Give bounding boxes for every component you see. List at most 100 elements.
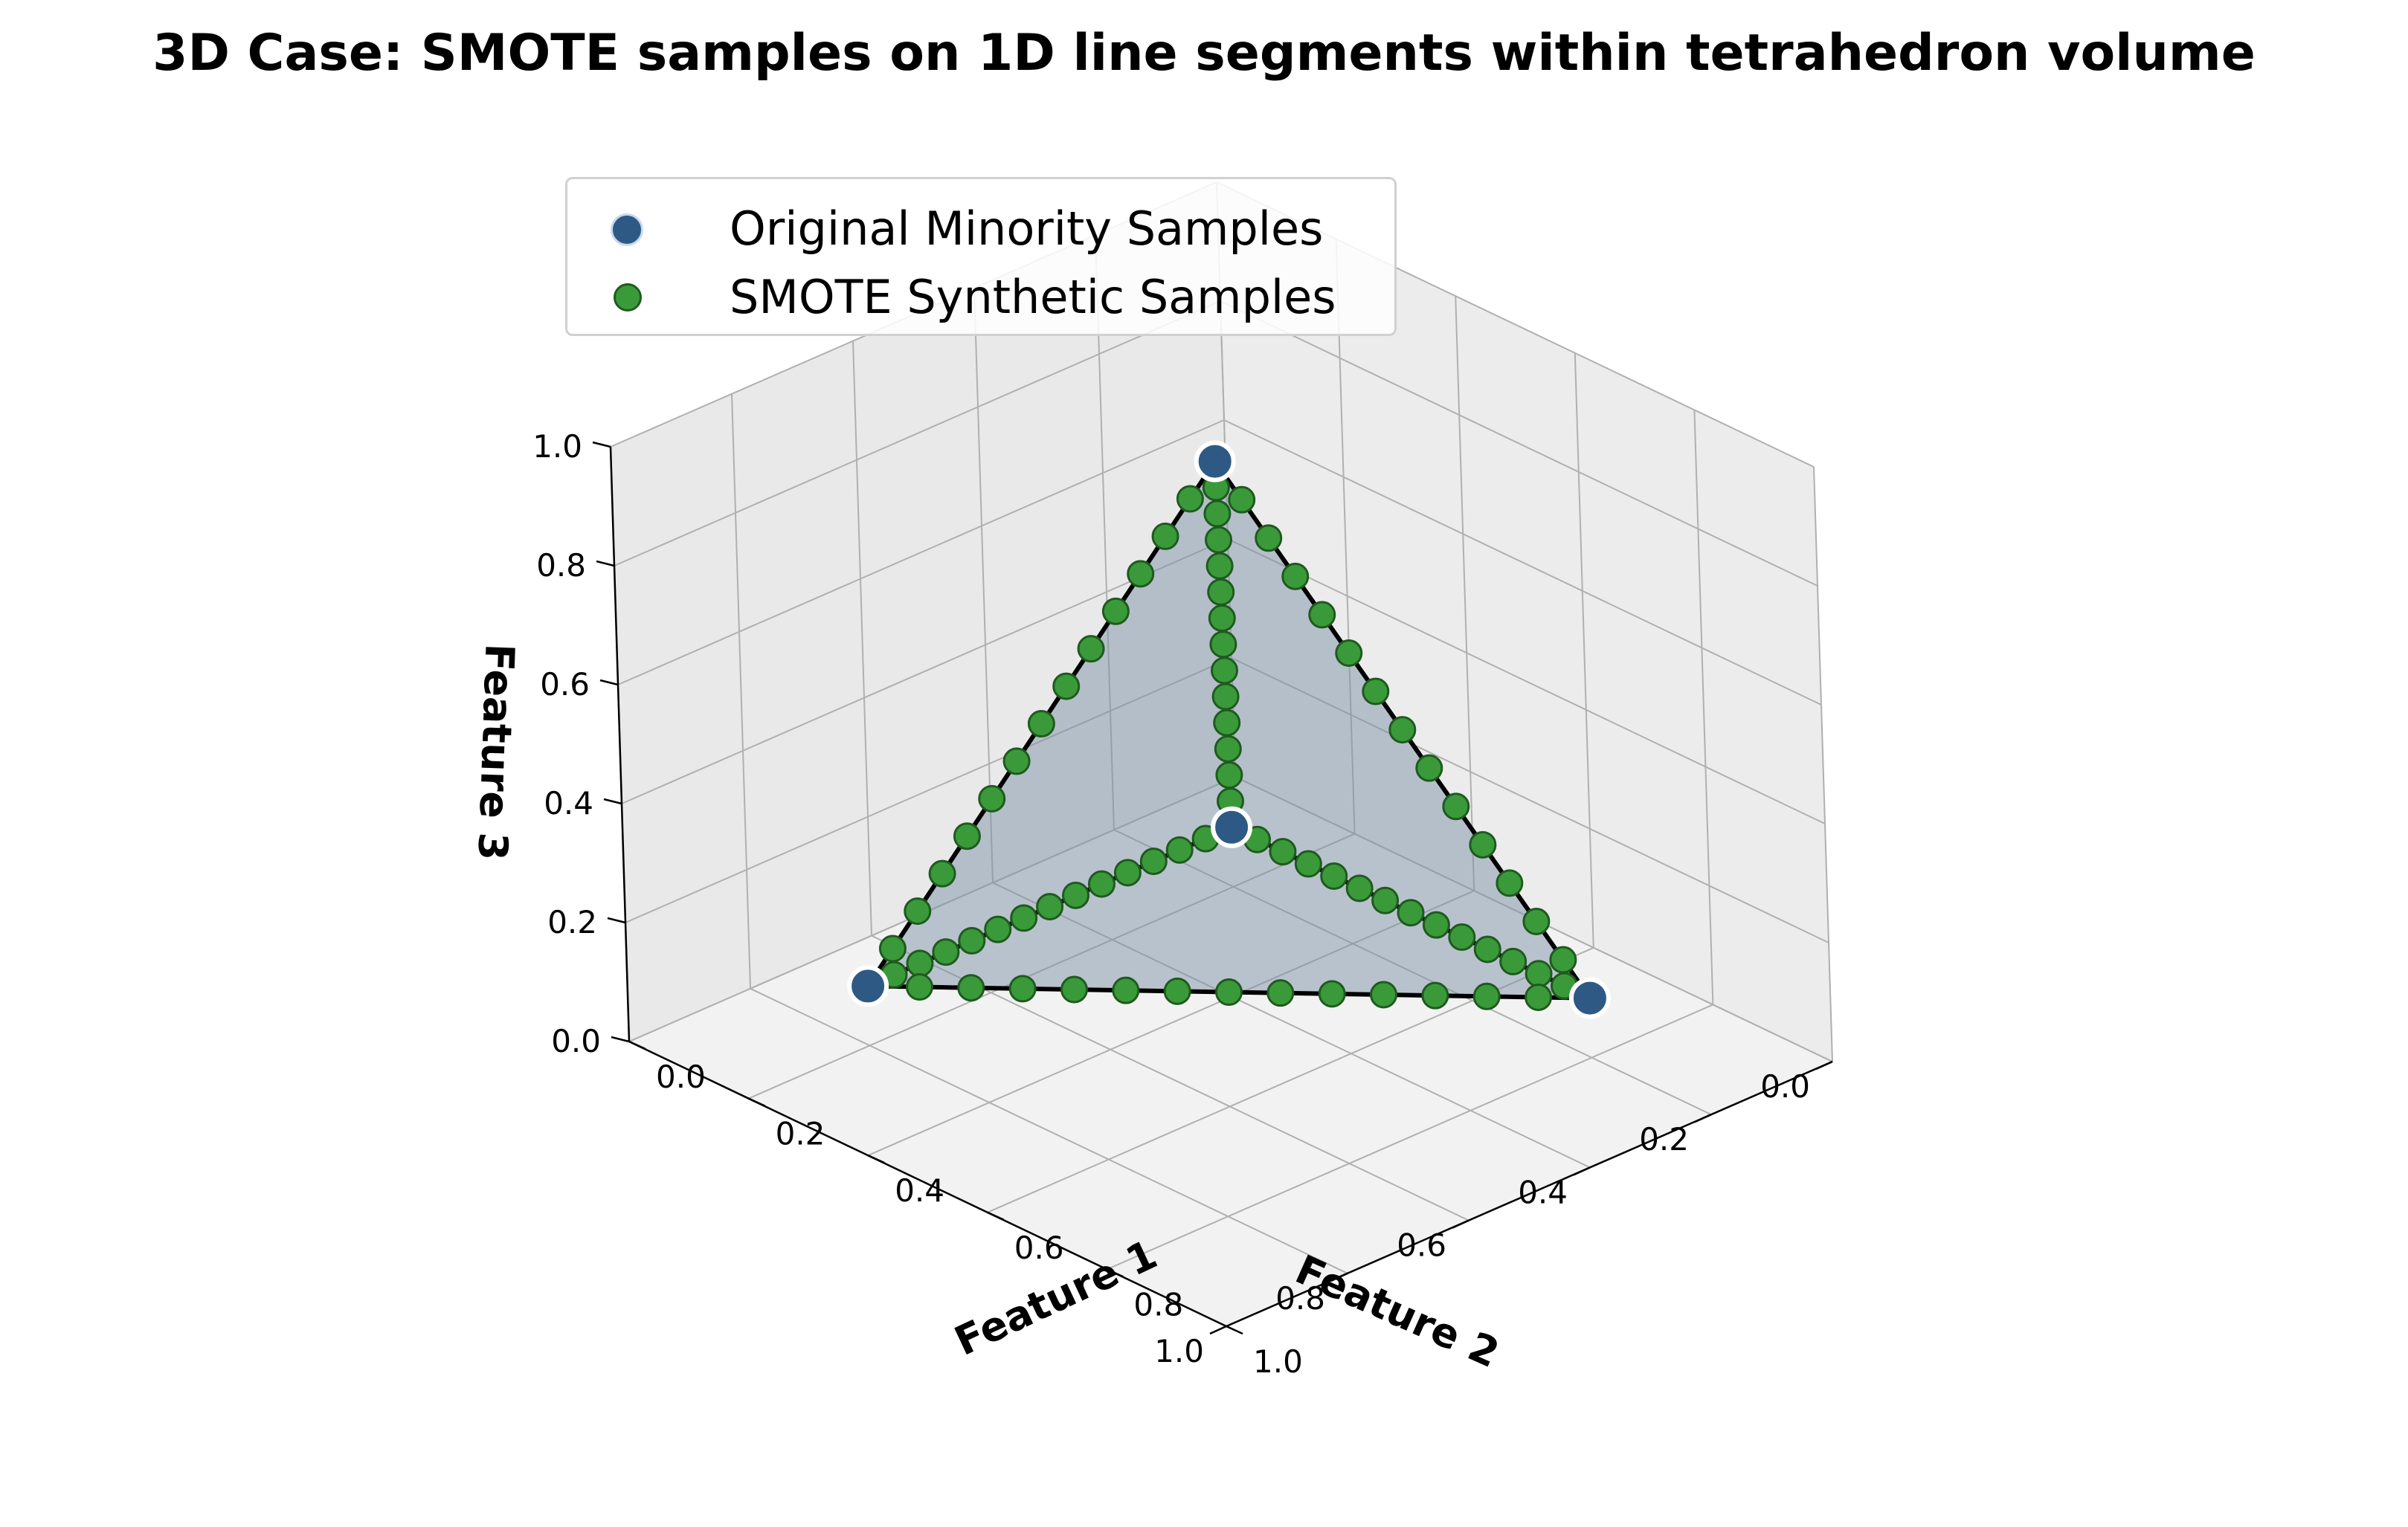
synthetic-sample-point bbox=[1002, 747, 1031, 775]
y-tick bbox=[1330, 1272, 1348, 1282]
z-tick bbox=[611, 1036, 630, 1043]
x-tick bbox=[1106, 1268, 1124, 1278]
synthetic-sample-point bbox=[1522, 907, 1551, 935]
gridline bbox=[750, 987, 1348, 1274]
y-tick bbox=[1573, 1166, 1591, 1176]
z-tick bbox=[592, 441, 611, 448]
synthetic-sample-point bbox=[878, 934, 907, 963]
synthetic-sample-point bbox=[1060, 975, 1088, 1004]
z-tick bbox=[603, 798, 622, 805]
z-tick-label: 0.6 bbox=[540, 666, 590, 703]
synthetic-sample-point bbox=[906, 949, 934, 978]
tetrahedron-face bbox=[868, 827, 1590, 998]
original-sample-point bbox=[1194, 440, 1236, 482]
gridline bbox=[1220, 300, 1818, 587]
synthetic-sample-point bbox=[1151, 522, 1179, 550]
gridline bbox=[628, 776, 1236, 1042]
synthetic-sample-point bbox=[1087, 870, 1116, 898]
x-tick-label: 1.0 bbox=[1253, 1343, 1303, 1380]
synthetic-sample-point bbox=[1318, 980, 1346, 1008]
gridline bbox=[614, 300, 1221, 566]
back-pane-xz bbox=[1217, 182, 1832, 1062]
x-tick-label: 0.6 bbox=[1014, 1230, 1064, 1266]
synthetic-sample-point bbox=[1294, 850, 1322, 878]
gridline bbox=[617, 419, 1225, 685]
gridline bbox=[1106, 1004, 1713, 1271]
synthetic-sample-point bbox=[1496, 869, 1524, 897]
y-tick-label: 0.0 bbox=[1760, 1068, 1810, 1105]
gridline bbox=[1113, 829, 1712, 1116]
x-tick bbox=[987, 1211, 1005, 1221]
synthetic-sample-point bbox=[1036, 893, 1064, 921]
synthetic-sample-point bbox=[1211, 682, 1240, 711]
original-sample-point bbox=[1211, 806, 1253, 848]
synthetic-sample-point bbox=[1008, 975, 1037, 1003]
gridline bbox=[1223, 419, 1822, 706]
legend: Original Minority Samples SMOTE Syntheti… bbox=[565, 177, 1397, 336]
synthetic-sample-point bbox=[1525, 960, 1553, 988]
synthetic-sample-point bbox=[1549, 946, 1577, 974]
gridline bbox=[1231, 657, 1829, 943]
synthetic-sample-point bbox=[1320, 862, 1348, 890]
z-tick-label: 0.4 bbox=[544, 785, 593, 821]
synthetic-sample-point bbox=[1415, 754, 1443, 782]
gridline bbox=[1693, 410, 1714, 1005]
synthetic-sample-point bbox=[1281, 562, 1310, 590]
gridline bbox=[992, 882, 1591, 1169]
gridline bbox=[1455, 296, 1475, 891]
x-tick-label: 0.4 bbox=[895, 1172, 944, 1209]
x-tick-label: 0.2 bbox=[776, 1116, 825, 1152]
gridline bbox=[621, 538, 1229, 804]
legend-marker-original bbox=[611, 213, 643, 246]
x-tick bbox=[628, 1040, 646, 1050]
y-tick bbox=[1209, 1325, 1227, 1335]
gridline bbox=[1813, 466, 1833, 1062]
synthetic-sample-point bbox=[1052, 672, 1081, 700]
z-tick-label: 0.2 bbox=[547, 904, 597, 940]
synthetic-sample-point bbox=[1370, 981, 1398, 1009]
synthetic-sample-point bbox=[1215, 761, 1243, 789]
synthetic-sample-point bbox=[1215, 978, 1243, 1006]
z-axis-line bbox=[609, 446, 631, 1042]
synthetic-sample-point bbox=[1388, 716, 1417, 744]
synthetic-sample-point bbox=[1228, 485, 1256, 514]
synthetic-sample-point bbox=[1473, 935, 1501, 963]
synthetic-sample-point bbox=[1101, 597, 1130, 625]
synthetic-sample-point bbox=[1209, 630, 1237, 659]
z-tick-label: 0.8 bbox=[536, 547, 586, 584]
chart-title: 3D Case: SMOTE samples on 1D line segmen… bbox=[152, 24, 2256, 83]
synthetic-sample-point bbox=[932, 938, 960, 966]
synthetic-sample-point bbox=[1113, 859, 1142, 887]
legend-marker-synthetic bbox=[614, 283, 642, 311]
synthetic-sample-point bbox=[1266, 979, 1295, 1007]
y-tick-label: 0.2 bbox=[1639, 1121, 1689, 1158]
synthetic-sample-point bbox=[928, 859, 956, 888]
y-tick-label: 1.0 bbox=[1154, 1333, 1204, 1369]
synthetic-sample-point bbox=[1362, 677, 1390, 706]
synthetic-sample-point bbox=[1010, 904, 1038, 932]
synthetic-sample-point bbox=[1214, 735, 1242, 763]
z-tick-label: 1.0 bbox=[532, 428, 582, 465]
synthetic-sample-point bbox=[1421, 981, 1449, 1010]
legend-label-original: Original Minority Samples bbox=[730, 201, 1324, 256]
x-tick bbox=[1226, 1325, 1243, 1335]
synthetic-sample-point bbox=[1208, 604, 1236, 633]
synthetic-sample-point bbox=[1525, 983, 1553, 1011]
z-tick-label: 0.0 bbox=[551, 1023, 601, 1059]
z-tick bbox=[607, 917, 626, 924]
y-tick-label: 0.4 bbox=[1518, 1174, 1568, 1210]
synthetic-sample-point bbox=[953, 822, 981, 850]
x-tick-label: 0.0 bbox=[656, 1059, 706, 1095]
gridline bbox=[973, 288, 994, 883]
synthetic-sample-point bbox=[1308, 601, 1336, 629]
synthetic-sample-point bbox=[904, 897, 932, 926]
synthetic-sample-point bbox=[1112, 976, 1140, 1004]
synthetic-sample-point bbox=[1469, 830, 1497, 859]
synthetic-sample-point bbox=[1203, 500, 1232, 528]
synthetic-sample-point bbox=[1269, 838, 1297, 866]
gridline bbox=[867, 890, 1475, 1157]
gridline bbox=[852, 340, 872, 936]
y-tick-label: 0.8 bbox=[1275, 1280, 1325, 1317]
synthetic-sample-point bbox=[958, 926, 986, 955]
